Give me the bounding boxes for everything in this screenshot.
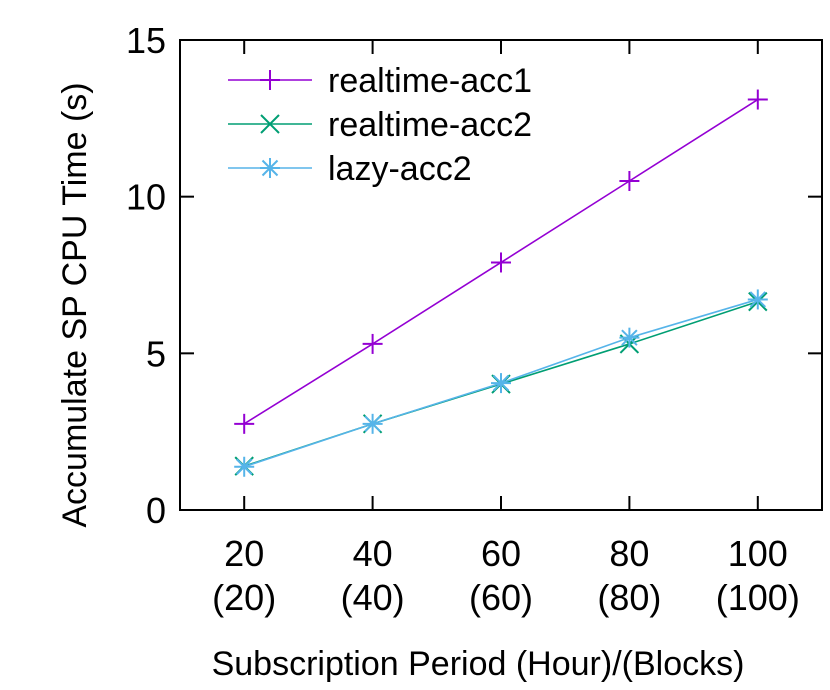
legend-marker xyxy=(260,114,280,134)
series-lazy-acc2 xyxy=(234,289,768,477)
x-tick-label: 100 xyxy=(728,533,788,574)
legend-marker xyxy=(260,158,280,178)
x-tick-label: 60 xyxy=(481,533,521,574)
x-tick-sublabel: (40) xyxy=(341,577,405,618)
data-point-lazy-acc2 xyxy=(747,289,768,310)
data-point-lazy-acc2 xyxy=(362,413,383,434)
y-tick-label: 15 xyxy=(126,20,166,61)
data-point-lazy-acc2 xyxy=(619,327,640,348)
legend: realtime-acc1 realtime-acc2 lazy-acc2 xyxy=(228,62,532,188)
series-layer xyxy=(234,89,768,477)
data-point-lazy-acc2 xyxy=(491,373,511,394)
data-point-lazy-acc2 xyxy=(234,456,255,477)
x-tick-sublabel: (20) xyxy=(212,577,276,618)
x-tick-label: 80 xyxy=(609,533,649,574)
x-axis-label: Subscription Period (Hour)/(Blocks) xyxy=(212,645,745,683)
legend-label: lazy-acc2 xyxy=(328,150,472,188)
data-point-realtime-acc1 xyxy=(362,333,383,354)
y-tick-label: 10 xyxy=(126,177,166,218)
y-axis-label: Accumulate SP CPU Time (s) xyxy=(56,82,94,527)
legend-item-realtime-acc1: realtime-acc1 xyxy=(228,62,532,100)
x-tick-label: 40 xyxy=(353,533,393,574)
data-point-realtime-acc1 xyxy=(619,171,640,191)
data-point-realtime-acc1 xyxy=(234,413,255,434)
data-point-realtime-acc1 xyxy=(747,89,768,110)
y-tick-label: 5 xyxy=(146,333,166,374)
x-tick-label: 20 xyxy=(224,533,264,574)
legend-item-lazy-acc2: lazy-acc2 xyxy=(228,150,472,188)
x-tick-sublabel: (60) xyxy=(469,577,533,618)
legend-item-realtime-acc2: realtime-acc2 xyxy=(228,106,532,144)
legend-label: realtime-acc1 xyxy=(328,62,532,100)
legend-label: realtime-acc2 xyxy=(328,106,532,144)
x-tick-sublabel: (100) xyxy=(716,577,800,618)
data-point-realtime-acc1 xyxy=(491,252,511,273)
x-tick-sublabel: (80) xyxy=(597,577,661,618)
y-axis: 0 5 10 15 xyxy=(126,20,822,531)
x-axis: 20(20) 40(40) 60(60) 80(80) 100(100) xyxy=(212,40,800,618)
y-tick-label: 0 xyxy=(146,490,166,531)
series-realtime-acc1 xyxy=(234,89,768,434)
legend-marker xyxy=(260,70,280,90)
